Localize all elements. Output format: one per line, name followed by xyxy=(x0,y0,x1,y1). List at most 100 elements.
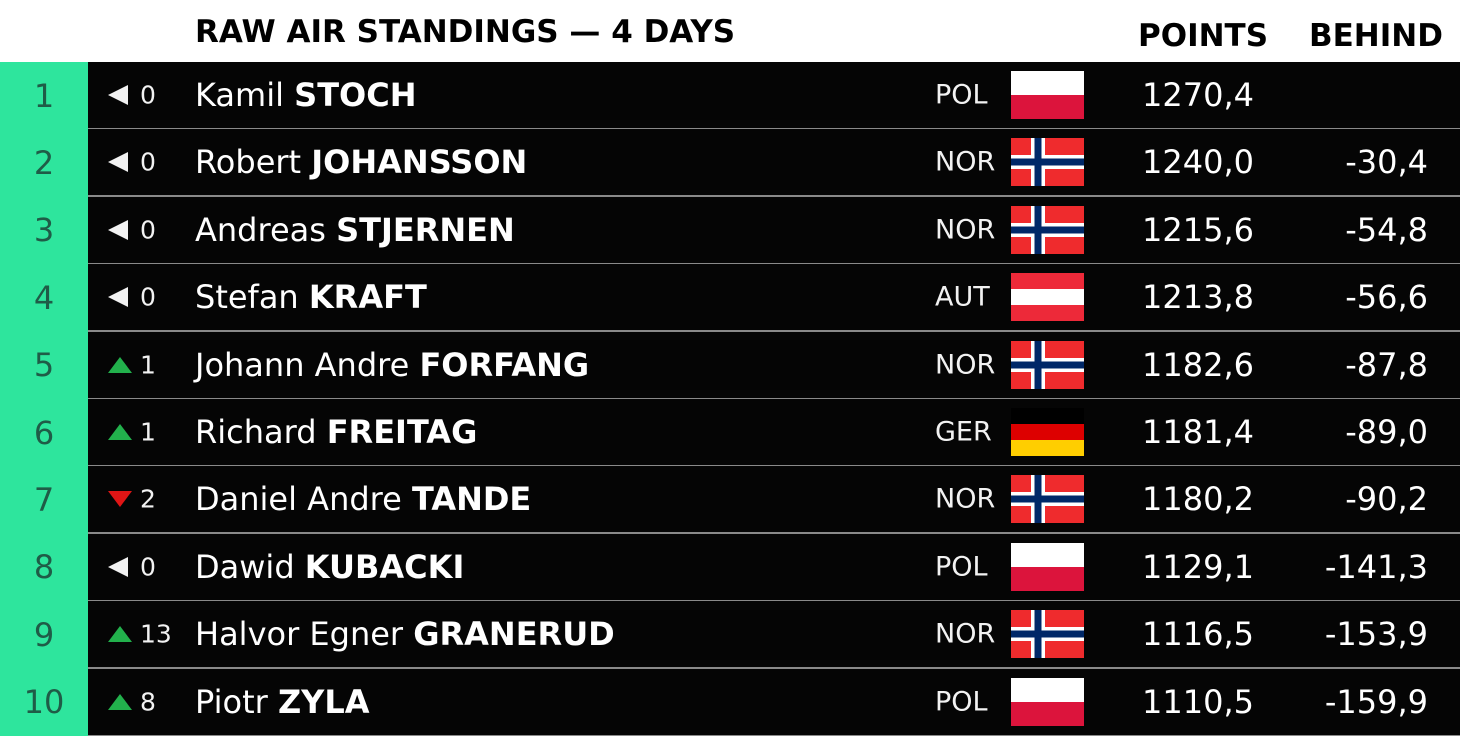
athlete-name: Robert JOHANSSON xyxy=(195,143,527,181)
rank-cell: 10 xyxy=(0,668,88,736)
behind-value: -54,8 xyxy=(1345,210,1428,249)
nor-flag-icon xyxy=(1011,610,1084,659)
athlete-bar: 0 Robert JOHANSSON NOR 1240,0 -30,4 xyxy=(88,129,1460,196)
nor-flag-icon xyxy=(1011,475,1084,524)
behind-column-header: BEHIND xyxy=(1309,18,1443,54)
athlete-name: Johann Andre FORFANG xyxy=(195,346,589,384)
athlete-last-name: TANDE xyxy=(411,480,532,519)
behind-value: -30,4 xyxy=(1345,143,1428,182)
points-column-header: POINTS xyxy=(1138,18,1269,54)
athlete-last-name: KRAFT xyxy=(308,278,427,317)
athlete-first-name: Piotr xyxy=(195,682,268,721)
behind-value: -153,9 xyxy=(1324,615,1428,654)
rank-cell: 5 xyxy=(0,331,88,399)
nation-code: GER xyxy=(935,416,992,448)
nation-code: POL xyxy=(935,551,988,583)
position-change: 8 xyxy=(140,687,156,717)
athlete-first-name: Daniel Andre xyxy=(195,480,402,519)
table-row: 6 1 Richard FREITAG GER 1181,4 -89,0 xyxy=(0,398,1460,467)
behind-value: -141,3 xyxy=(1324,547,1428,586)
nation-code: NOR xyxy=(935,146,996,178)
athlete-bar: 1 Johann Andre FORFANG NOR 1182,6 -87,8 xyxy=(88,331,1460,398)
table-row: 3 0 Andreas STJERNEN NOR 1215,6 -54,8 xyxy=(0,196,1460,265)
row-divider xyxy=(88,667,1460,669)
table-row: 8 0 Dawid KUBACKI POL 1129,1 -141,3 xyxy=(0,533,1460,602)
rank-cell: 6 xyxy=(0,398,88,467)
athlete-bar: 0 Kamil STOCH POL 1270,4 xyxy=(88,62,1460,128)
table-row: 10 8 Piotr ZYLA POL 1110,5 -159,9 xyxy=(0,668,1460,736)
rank-cell: 3 xyxy=(0,196,88,265)
points-value: 1213,8 xyxy=(1142,278,1254,317)
row-divider xyxy=(88,464,1460,467)
athlete-first-name: Kamil xyxy=(195,76,284,114)
athlete-first-name: Richard xyxy=(195,412,317,451)
points-value: 1180,2 xyxy=(1142,480,1254,519)
table-row: 9 13 Halvor Egner GRANERUD NOR 1116,5 -153,9 xyxy=(0,601,1460,669)
trend-down-arrow-icon xyxy=(108,491,132,508)
points-value: 1129,1 xyxy=(1142,547,1254,586)
athlete-last-name: ZYLA xyxy=(277,682,370,721)
row-divider xyxy=(88,330,1460,332)
table-row: 2 0 Robert JOHANSSON NOR 1240,0 -30,4 xyxy=(0,129,1460,197)
points-value: 1116,5 xyxy=(1142,615,1254,654)
trend-left-arrow-icon xyxy=(108,219,128,240)
athlete-bar: 2 Daniel Andre TANDE NOR 1180,2 -90,2 xyxy=(88,466,1460,533)
athlete-last-name: STOCH xyxy=(294,76,417,114)
athlete-first-name: Robert xyxy=(195,143,302,182)
rank-cell: 1 xyxy=(0,62,88,130)
behind-value: -89,0 xyxy=(1345,412,1428,451)
row-divider xyxy=(88,128,1460,130)
athlete-last-name: JOHANSSON xyxy=(311,143,528,182)
athlete-last-name: GRANERUD xyxy=(413,615,615,654)
page-title: RAW AIR STANDINGS — 4 DAYS xyxy=(195,14,736,50)
position-change: 0 xyxy=(140,282,156,312)
rank-cell: 7 xyxy=(0,466,88,534)
table-row: 4 0 Stefan KRAFT AUT 1213,8 -56,6 xyxy=(0,264,1460,332)
athlete-name: Stefan KRAFT xyxy=(195,278,427,316)
points-value: 1215,6 xyxy=(1142,210,1254,249)
row-divider xyxy=(88,734,1460,736)
aut-flag-icon xyxy=(1011,273,1084,322)
nor-flag-icon xyxy=(1011,340,1084,389)
position-change: 13 xyxy=(140,619,172,649)
nation-code: AUT xyxy=(935,281,990,313)
athlete-name: Richard FREITAG xyxy=(195,413,477,451)
athlete-name: Daniel Andre TANDE xyxy=(195,480,531,518)
trend-left-arrow-icon xyxy=(108,152,128,173)
athlete-name: Halvor Egner GRANERUD xyxy=(195,615,615,653)
athlete-bar: 1 Richard FREITAG GER 1181,4 -89,0 xyxy=(88,398,1460,465)
table-row: 7 2 Daniel Andre TANDE NOR 1180,2 -90,2 xyxy=(0,466,1460,534)
athlete-bar: 8 Piotr ZYLA POL 1110,5 -159,9 xyxy=(88,668,1460,735)
athlete-name: Piotr ZYLA xyxy=(195,683,369,721)
athlete-last-name: STJERNEN xyxy=(336,210,515,249)
trend-left-arrow-icon xyxy=(108,287,128,308)
points-value: 1270,4 xyxy=(1142,76,1254,114)
points-value: 1240,0 xyxy=(1142,143,1254,182)
position-change: 1 xyxy=(140,417,156,447)
pol-flag-icon xyxy=(1011,71,1084,119)
position-change: 2 xyxy=(140,484,156,514)
nation-code: NOR xyxy=(935,349,996,381)
position-change: 0 xyxy=(140,215,156,245)
behind-value: -159,9 xyxy=(1324,682,1428,721)
position-change: 0 xyxy=(140,147,156,177)
standings-table: 1 0 Kamil STOCH POL 1270,4 2 0 Robert JOHANSSON… xyxy=(0,62,1460,736)
trend-up-arrow-icon xyxy=(108,423,132,440)
athlete-bar: 0 Stefan KRAFT AUT 1213,8 -56,6 xyxy=(88,264,1460,331)
points-value: 1182,6 xyxy=(1142,345,1254,384)
athlete-name: Kamil STOCH xyxy=(195,76,417,114)
rank-cell: 9 xyxy=(0,601,88,669)
athlete-name: Andreas STJERNEN xyxy=(195,211,515,249)
behind-value: -90,2 xyxy=(1345,480,1428,519)
trend-up-arrow-icon xyxy=(108,626,132,643)
nation-code: POL xyxy=(935,686,988,718)
position-change: 0 xyxy=(140,552,156,582)
athlete-last-name: FREITAG xyxy=(326,412,478,451)
athlete-first-name: Stefan xyxy=(195,278,299,317)
nation-code: NOR xyxy=(935,618,996,650)
row-divider xyxy=(88,262,1460,265)
athlete-last-name: KUBACKI xyxy=(304,547,465,586)
position-change: 1 xyxy=(140,350,156,380)
behind-value: -56,6 xyxy=(1345,278,1428,317)
row-divider xyxy=(88,599,1460,602)
